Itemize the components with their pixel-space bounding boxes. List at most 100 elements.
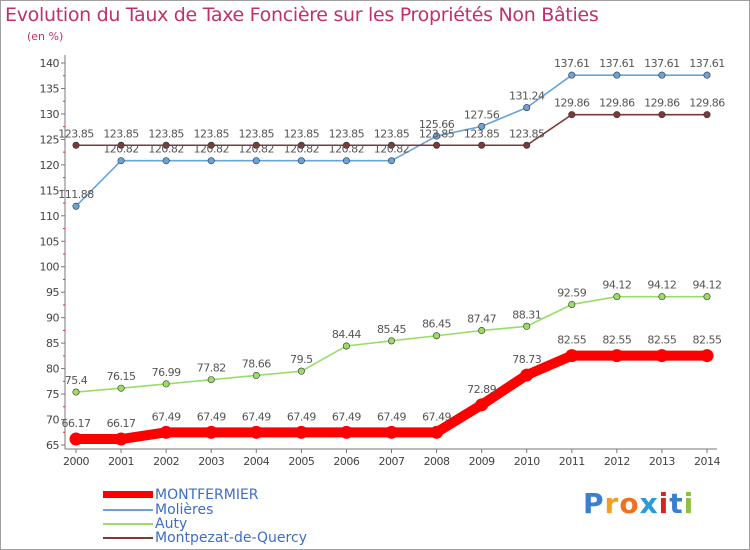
x-tick-label: 2009: [469, 455, 495, 468]
data-label-3: 129.86: [554, 97, 590, 110]
series-point-0: [69, 432, 83, 446]
series-point-0: [204, 425, 218, 439]
data-label-0: 66.17: [62, 417, 91, 430]
y-axis-unit-label: (en %): [27, 30, 64, 43]
logo-letter: i: [683, 487, 695, 520]
data-label-1: 125.66: [419, 118, 455, 131]
series-point-1: [342, 157, 350, 165]
y-tick-label: 115: [40, 184, 60, 197]
logo-letter: i: [658, 487, 670, 520]
series-point-3: [297, 141, 305, 149]
data-label-1: 137.61: [644, 57, 680, 70]
x-tick-label: 2005: [288, 455, 314, 468]
x-tick-label: 2008: [424, 455, 450, 468]
legend-swatch-montfermier: [103, 491, 153, 498]
data-label-2: 78.66: [242, 357, 271, 370]
series-point-0: [610, 349, 624, 363]
x-tick-label: 2011: [559, 455, 585, 468]
data-label-3: 123.85: [419, 127, 455, 140]
data-label-1: 120.82: [284, 143, 320, 156]
series-point-1: [387, 157, 395, 165]
x-tick-label: 2006: [333, 455, 359, 468]
data-label-2: 79.5: [290, 353, 313, 366]
data-label-1: 120.82: [239, 143, 275, 156]
data-label-3: 123.85: [464, 127, 500, 140]
series-point-3: [523, 141, 531, 149]
series-point-1: [72, 202, 80, 210]
series-point-1: [297, 157, 305, 165]
series-point-3: [568, 111, 576, 119]
data-label-0: 82.55: [557, 334, 586, 347]
series-point-0: [249, 425, 263, 439]
series-point-3: [478, 141, 486, 149]
series-point-1: [568, 71, 576, 79]
data-label-2: 86.45: [422, 318, 451, 331]
series-point-2: [703, 293, 711, 301]
data-label-0: 82.55: [647, 334, 676, 347]
data-label-1: 137.61: [554, 57, 590, 70]
legend-label-auty: Auty: [155, 516, 188, 532]
series-point-0: [159, 425, 173, 439]
data-label-0: 82.55: [693, 334, 722, 347]
series-line-1: [75, 74, 707, 207]
series-point-0: [475, 398, 489, 412]
series-point-3: [703, 111, 711, 119]
data-label-1: 120.82: [374, 143, 410, 156]
legend-swatch-auty: [103, 523, 153, 525]
x-tick-label: 2002: [153, 455, 179, 468]
y-tick-label: 110: [40, 210, 60, 223]
data-label-0: 67.49: [287, 410, 316, 423]
series-point-2: [162, 380, 170, 388]
series-point-2: [252, 371, 260, 379]
y-tick-label: 85: [46, 337, 59, 350]
series-point-2: [523, 322, 531, 330]
series-point-0: [339, 425, 353, 439]
x-tick-label: 2010: [514, 455, 540, 468]
legend-label-montfermier: MONTFERMIER: [155, 487, 259, 503]
series-point-2: [433, 332, 441, 340]
y-tick-label: 105: [40, 235, 60, 248]
y-tick-label: 140: [40, 57, 60, 70]
series-point-0: [700, 349, 714, 363]
x-tick-label: 2000: [63, 455, 89, 468]
x-tick-label: 2012: [604, 455, 630, 468]
series-point-3: [342, 141, 350, 149]
y-tick-label: 120: [40, 159, 60, 172]
legend-swatch-montpezat: [103, 537, 153, 539]
series-point-2: [658, 293, 666, 301]
y-tick-label: 125: [40, 133, 60, 146]
data-label-3: 129.86: [689, 97, 725, 110]
data-label-1: 120.82: [148, 143, 184, 156]
series-point-0: [565, 349, 579, 363]
data-label-3: 123.85: [239, 127, 275, 140]
x-tick-label: 2001: [108, 455, 134, 468]
data-label-2: 76.99: [152, 366, 181, 379]
series-point-0: [385, 425, 398, 439]
data-label-3: 123.85: [329, 127, 365, 140]
series-point-2: [117, 384, 125, 392]
series-point-3: [252, 141, 260, 149]
data-label-1: 137.61: [689, 57, 725, 70]
y-tick-label: 90: [46, 312, 59, 325]
series-point-3: [162, 141, 170, 149]
data-label-1: 131.24: [509, 90, 545, 103]
data-label-2: 84.44: [332, 328, 361, 341]
data-label-1: 120.82: [329, 143, 365, 156]
series-point-2: [342, 342, 350, 350]
legend-swatch-molieres: [103, 509, 153, 511]
series-point-3: [72, 141, 80, 149]
data-label-3: 123.85: [58, 127, 94, 140]
series-point-2: [72, 388, 80, 396]
data-label-3: 129.86: [599, 97, 635, 110]
series-point-2: [613, 293, 621, 301]
data-label-0: 67.49: [152, 410, 181, 423]
x-tick-label: 2003: [198, 455, 224, 468]
series-point-0: [294, 425, 308, 439]
data-label-3: 123.85: [103, 127, 139, 140]
logo-letter: t: [669, 487, 684, 520]
x-tick-label: 2004: [243, 455, 269, 468]
data-label-3: 123.85: [284, 127, 320, 140]
series-point-1: [703, 71, 711, 79]
proxiti-logo: Proxiti: [583, 487, 694, 520]
